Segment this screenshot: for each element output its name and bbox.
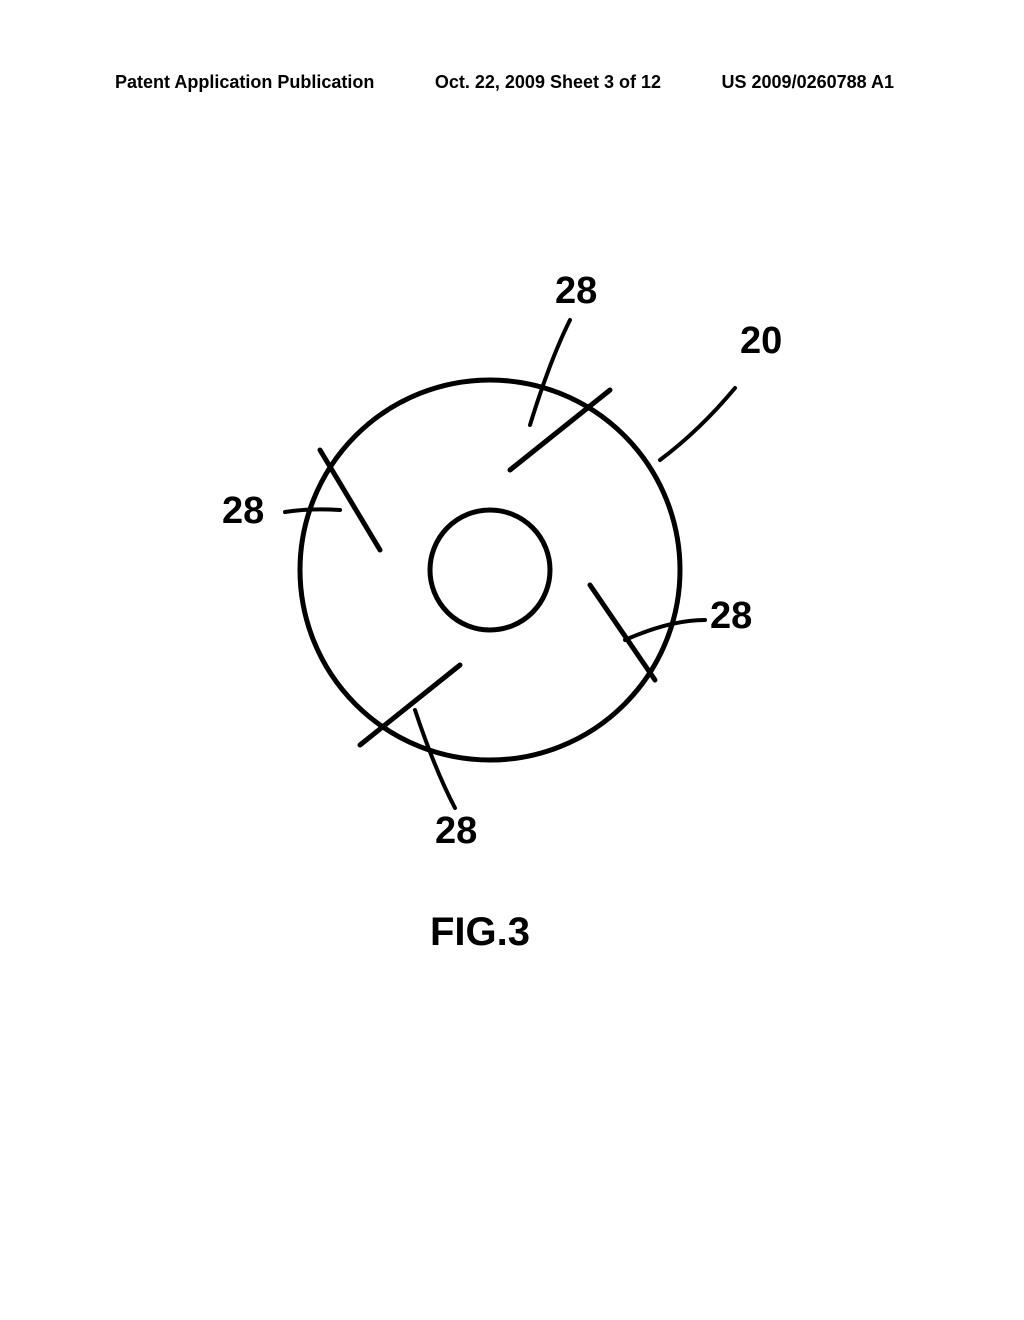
reference-label: 28 bbox=[222, 490, 264, 533]
reference-label: 28 bbox=[710, 595, 752, 638]
header-date-sheet: Oct. 22, 2009 Sheet 3 of 12 bbox=[435, 72, 661, 93]
reference-label: 20 bbox=[740, 320, 782, 363]
reference-label: 28 bbox=[435, 810, 477, 853]
header-publication: Patent Application Publication bbox=[115, 72, 374, 93]
header-patent-number: US 2009/0260788 A1 bbox=[722, 72, 894, 93]
figure-3-container: 2828282820 bbox=[180, 280, 800, 850]
page-header: Patent Application Publication Oct. 22, … bbox=[0, 72, 1024, 93]
figure-3-label: FIG.3 bbox=[430, 910, 530, 955]
figure-3-svg bbox=[180, 280, 800, 850]
reference-label: 28 bbox=[555, 270, 597, 313]
